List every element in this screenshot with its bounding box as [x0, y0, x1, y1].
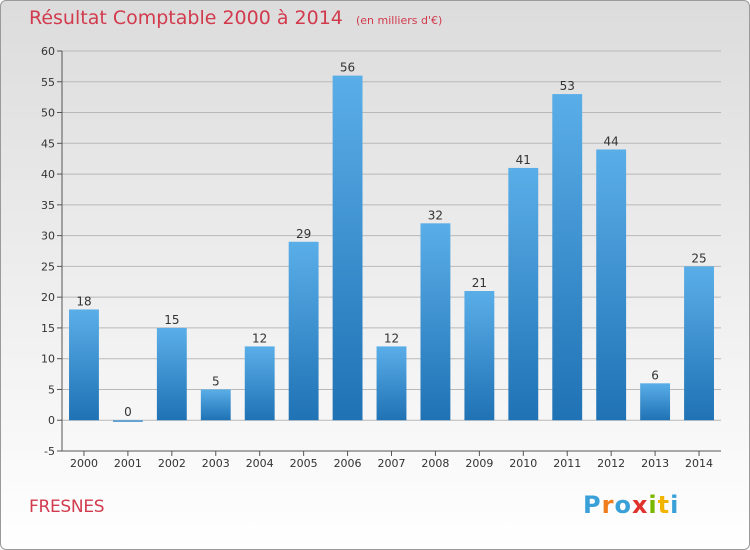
y-tick-label: 15	[41, 322, 55, 335]
data-label-2007: 12	[384, 331, 399, 345]
bar-2001	[112, 420, 143, 422]
bar-2011	[552, 94, 583, 421]
x-tick-label-2001: 2001	[114, 457, 142, 470]
bar-2006	[332, 75, 363, 421]
x-tick-label-2013: 2013	[641, 457, 669, 470]
y-tick-label: -5	[44, 445, 55, 458]
data-label-2009: 21	[472, 276, 487, 290]
data-label-2001: 0	[124, 405, 132, 419]
bar-2007	[376, 346, 407, 421]
x-tick-label-2006: 2006	[334, 457, 362, 470]
proxiti-logo: Proxiti	[583, 491, 679, 519]
logo-letter: t	[657, 491, 671, 519]
x-tick-label-2010: 2010	[509, 457, 537, 470]
data-label-2004: 12	[252, 331, 267, 345]
data-label-2000: 18	[76, 294, 91, 308]
y-tick-label: 35	[41, 199, 55, 212]
data-label-2013: 6	[651, 368, 659, 382]
chart-title-block: Résultat Comptable 2000 à 2014 (en milli…	[29, 7, 442, 29]
y-tick-label: 25	[41, 260, 55, 273]
y-tick-label: 55	[41, 76, 55, 89]
x-tick-label-2008: 2008	[421, 457, 449, 470]
chart-subtitle: (en milliers d'€)	[355, 14, 443, 27]
bar-2008	[420, 223, 451, 421]
x-tick-label-2012: 2012	[597, 457, 625, 470]
y-tick-label: 30	[41, 230, 55, 243]
x-tick-label-2000: 2000	[70, 457, 98, 470]
y-tick-label: 5	[48, 383, 55, 396]
data-label-2011: 53	[560, 79, 575, 93]
x-tick-label-2002: 2002	[158, 457, 186, 470]
bar-2003	[200, 389, 231, 421]
chart-title: Résultat Comptable 2000 à 2014	[29, 7, 343, 29]
data-label-2008: 32	[428, 208, 443, 222]
x-tick-label-2009: 2009	[465, 457, 493, 470]
bar-2002	[156, 327, 187, 421]
bar-2010	[508, 167, 539, 421]
y-tick-label: 20	[41, 291, 55, 304]
data-label-2002: 15	[164, 313, 179, 327]
bar-2009	[464, 291, 495, 421]
x-tick-label-2011: 2011	[553, 457, 581, 470]
x-tick-label-2003: 2003	[202, 457, 230, 470]
commune-name: FRESNES	[29, 497, 105, 517]
y-tick-label: 50	[41, 107, 55, 120]
data-label-2012: 44	[604, 134, 619, 148]
bar-2005	[288, 241, 319, 421]
data-label-2006: 56	[340, 61, 355, 75]
y-tick-label: 0	[48, 414, 55, 427]
logo-letter: i	[670, 491, 680, 519]
bar-2013	[640, 383, 671, 421]
data-label-2003: 5	[212, 374, 220, 388]
x-tick-label-2014: 2014	[685, 457, 713, 470]
y-tick-label: 45	[41, 137, 55, 150]
x-tick-label-2004: 2004	[246, 457, 274, 470]
bar-2000	[69, 309, 99, 421]
logo-letter: x	[631, 491, 649, 519]
logo-letter: P	[583, 491, 602, 519]
data-label-2010: 41	[516, 153, 531, 167]
logo-letter: i	[648, 491, 658, 519]
y-tick-label: 10	[41, 353, 55, 366]
bar-2012	[596, 149, 627, 421]
data-label-2005: 29	[296, 227, 311, 241]
bar-2004	[244, 346, 275, 421]
y-tick-label: 40	[41, 168, 55, 181]
x-tick-label-2005: 2005	[290, 457, 318, 470]
x-tick-label-2007: 2007	[378, 457, 406, 470]
y-tick-label: 60	[41, 45, 55, 58]
data-label-2014: 25	[691, 251, 706, 265]
bar-2014	[684, 266, 714, 421]
logo-letter: o	[614, 491, 632, 519]
logo-letter: r	[601, 491, 615, 519]
